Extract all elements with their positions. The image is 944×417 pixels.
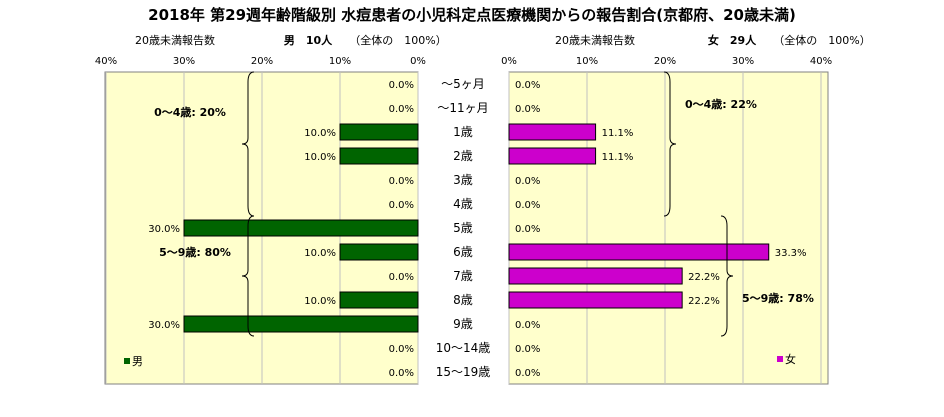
male-value-label: 0.0% bbox=[389, 272, 414, 283]
male-bar bbox=[339, 123, 419, 141]
male-bar bbox=[183, 315, 419, 333]
category-label: 7歳 bbox=[453, 269, 473, 283]
category-label: 1歳 bbox=[453, 125, 473, 139]
category-label: 〜5ヶ月 bbox=[441, 77, 485, 91]
category-label: 6歳 bbox=[453, 245, 473, 259]
group-brace bbox=[663, 71, 677, 217]
male-bar bbox=[183, 219, 419, 237]
male-bar bbox=[339, 291, 419, 309]
male-value-label: 10.0% bbox=[304, 248, 336, 259]
female-value-label: 0.0% bbox=[515, 368, 540, 379]
female-tick-label: 40% bbox=[810, 56, 832, 67]
category-label: 5歳 bbox=[453, 221, 473, 235]
group-brace bbox=[720, 215, 734, 337]
female-bar bbox=[508, 291, 683, 309]
male-value-label: 0.0% bbox=[389, 368, 414, 379]
male-tick-label: 40% bbox=[95, 56, 117, 67]
female-value-label: 0.0% bbox=[515, 80, 540, 91]
male-bar bbox=[339, 243, 419, 261]
male-value-label: 30.0% bbox=[148, 320, 180, 331]
male-tick-label: 20% bbox=[251, 56, 273, 67]
male-tick-label: 30% bbox=[173, 56, 195, 67]
female-bar bbox=[508, 147, 597, 165]
male-header-count: 男 10人 bbox=[284, 33, 333, 47]
group-brace bbox=[241, 71, 255, 217]
male-value-label: 0.0% bbox=[389, 200, 414, 211]
female-tick-label: 0% bbox=[501, 56, 517, 67]
category-label: 3歳 bbox=[453, 173, 473, 187]
male-group-label-0-4: 0〜4歳: 20% bbox=[154, 105, 226, 119]
female-value-label: 0.0% bbox=[515, 320, 540, 331]
category-label: 4歳 bbox=[453, 197, 473, 211]
category-axis: 〜5ヶ月〜11ヶ月 1歳 2歳 3歳 4歳 5歳 6歳 7歳 8歳 9歳 10〜14歳 15〜19歳 bbox=[436, 77, 491, 379]
male-header-total: （全体の 100%） bbox=[349, 33, 446, 47]
male-panel: 40% 30% 20% 10% 0% 0.0% 0.0% 10.0% 10.0% 0.0% 0.0%… bbox=[95, 56, 426, 385]
male-group-label-5-9: 5〜9歳: 80% bbox=[159, 245, 231, 259]
female-group-label-0-4: 0〜4歳: 22% bbox=[685, 97, 757, 111]
female-value-label: 0.0% bbox=[515, 176, 540, 187]
female-header-label: 20歳未満報告数 bbox=[555, 34, 635, 47]
female-header-total: （全体の 100%） bbox=[773, 33, 870, 47]
female-value-label: 33.3% bbox=[775, 248, 807, 259]
female-group-label-5-9: 5〜9歳: 78% bbox=[742, 291, 814, 305]
female-value-label: 22.2% bbox=[688, 272, 720, 283]
female-tick-label: 30% bbox=[732, 56, 754, 67]
male-value-label: 0.0% bbox=[389, 104, 414, 115]
female-header-count: 女 29人 bbox=[708, 33, 757, 47]
female-bar bbox=[508, 123, 597, 141]
male-value-label: 0.0% bbox=[389, 80, 414, 91]
female-value-label: 22.2% bbox=[688, 296, 720, 307]
female-value-label: 11.1% bbox=[602, 152, 634, 163]
female-bar bbox=[508, 267, 683, 285]
category-label: 2歳 bbox=[453, 149, 473, 163]
male-header-label: 20歳未満報告数 bbox=[135, 34, 215, 47]
female-legend-label: 女 bbox=[785, 352, 796, 366]
group-brace bbox=[241, 215, 255, 337]
female-tick-label: 20% bbox=[654, 56, 676, 67]
male-value-label: 0.0% bbox=[389, 176, 414, 187]
female-value-label: 0.0% bbox=[515, 224, 540, 235]
category-label: 〜11ヶ月 bbox=[437, 101, 488, 115]
female-legend-swatch bbox=[777, 356, 783, 362]
female-panel: 0% 10% 20% 30% 40% 0.0% 0.0% 11.1% 11.1% 0.0% 0.0%… bbox=[501, 56, 832, 385]
chart-title: 2018年 第29週年齢階級別 水痘患者の小児科定点医療機関からの報告割合(京都… bbox=[148, 6, 796, 24]
male-bar bbox=[339, 147, 419, 165]
female-value-label: 0.0% bbox=[515, 104, 540, 115]
male-value-label: 10.0% bbox=[304, 152, 336, 163]
female-tick-label: 10% bbox=[576, 56, 598, 67]
female-value-label: 11.1% bbox=[602, 128, 634, 139]
male-legend-swatch bbox=[124, 358, 130, 364]
category-label: 10〜14歳 bbox=[436, 341, 491, 355]
category-label: 15〜19歳 bbox=[436, 365, 491, 379]
female-value-label: 0.0% bbox=[515, 200, 540, 211]
male-value-label: 0.0% bbox=[389, 344, 414, 355]
male-tick-label: 0% bbox=[410, 56, 426, 67]
female-plot-area bbox=[508, 71, 829, 385]
category-label: 8歳 bbox=[453, 293, 473, 307]
male-value-label: 30.0% bbox=[148, 224, 180, 235]
male-value-label: 10.0% bbox=[304, 296, 336, 307]
category-label: 9歳 bbox=[453, 317, 473, 331]
male-legend-label: 男 bbox=[132, 355, 143, 368]
female-bar bbox=[508, 243, 770, 261]
male-tick-label: 10% bbox=[329, 56, 351, 67]
male-value-label: 10.0% bbox=[304, 128, 336, 139]
female-value-label: 0.0% bbox=[515, 344, 540, 355]
